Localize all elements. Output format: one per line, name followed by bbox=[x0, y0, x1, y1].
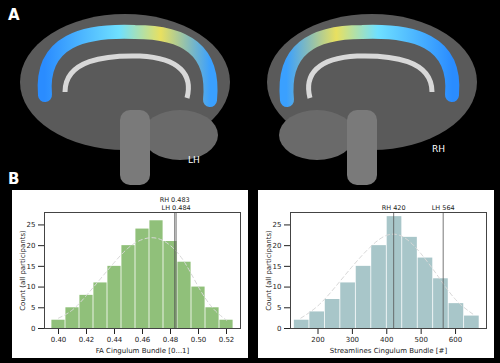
svg-text:400: 400 bbox=[380, 336, 393, 344]
svg-text:15: 15 bbox=[27, 263, 36, 271]
svg-text:10: 10 bbox=[273, 283, 282, 291]
svg-text:25: 25 bbox=[273, 221, 282, 229]
svg-text:FA Cingulum Bundle [0...1]: FA Cingulum Bundle [0...1] bbox=[96, 347, 190, 355]
svg-text:15: 15 bbox=[273, 263, 282, 271]
svg-text:0.50: 0.50 bbox=[191, 336, 207, 344]
svg-text:A: A bbox=[8, 6, 20, 24]
html-text:B: B bbox=[8, 170, 20, 188]
svg-text:0.44: 0.44 bbox=[107, 336, 123, 344]
svg-text:Count (all participants): Count (all participants) bbox=[265, 230, 273, 311]
svg-text:5: 5 bbox=[277, 304, 281, 312]
svg-text:RH 420: RH 420 bbox=[382, 204, 406, 212]
svg-text:0.46: 0.46 bbox=[135, 336, 151, 344]
svg-text:600: 600 bbox=[449, 336, 462, 344]
svg-text:Streamlines Cingulum Bundle [#: Streamlines Cingulum Bundle [#] bbox=[330, 347, 448, 355]
svg-text:0.48: 0.48 bbox=[163, 336, 179, 344]
svg-text:500: 500 bbox=[414, 336, 427, 344]
svg-text:LH 564: LH 564 bbox=[432, 204, 455, 212]
svg-text:Count (all participants): Count (all participants) bbox=[19, 230, 27, 311]
svg-text:20: 20 bbox=[273, 242, 282, 250]
svg-text:10: 10 bbox=[27, 283, 36, 291]
svg-text:200: 200 bbox=[311, 336, 324, 344]
svg-text:LH: LH bbox=[188, 155, 200, 165]
svg-text:LH 0.484: LH 0.484 bbox=[162, 204, 191, 212]
svg-text:0.52: 0.52 bbox=[219, 336, 235, 344]
svg-text:5: 5 bbox=[31, 304, 35, 312]
svg-text:0: 0 bbox=[277, 325, 281, 333]
svg-text:RH: RH bbox=[432, 144, 445, 154]
svg-text:25: 25 bbox=[27, 221, 36, 229]
svg-text:RH 0.483: RH 0.483 bbox=[160, 196, 190, 204]
svg-text:0.40: 0.40 bbox=[51, 336, 67, 344]
svg-text:300: 300 bbox=[346, 336, 359, 344]
svg-text:20: 20 bbox=[27, 242, 36, 250]
svg-text:0: 0 bbox=[31, 325, 35, 333]
svg-text:0.42: 0.42 bbox=[79, 336, 95, 344]
